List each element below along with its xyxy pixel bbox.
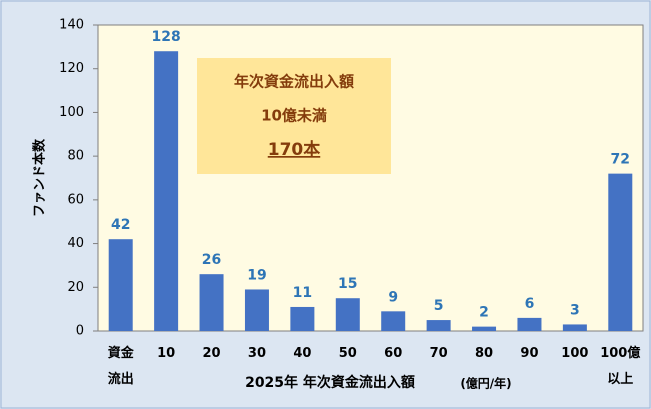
bar [290, 306, 315, 331]
x-axis-title: 2025年 年次資金流出入額 [245, 374, 415, 391]
y-tick-label: 80 [67, 149, 84, 164]
x-tick-label: 70 [429, 346, 448, 361]
x-tick-label: 80 [474, 346, 494, 361]
value-label: 11 [293, 285, 312, 301]
bar [244, 289, 269, 331]
y-tick-label: 100 [59, 105, 84, 120]
value-label: 3 [570, 302, 580, 318]
value-label: 26 [202, 252, 221, 268]
x-tick-label: 10 [157, 346, 176, 361]
y-tick-label: 40 [67, 236, 84, 251]
value-label: 19 [247, 267, 266, 283]
bar [562, 324, 587, 331]
value-label: 2 [479, 305, 489, 321]
x-tick-label: 40 [293, 346, 312, 361]
bar [199, 274, 224, 331]
x-tick-label: 100億 以上 [600, 346, 641, 387]
value-label: 5 [434, 298, 444, 314]
x-axis-unit: (億円/年) [460, 376, 511, 391]
y-axis-title: ファンド本数 [32, 138, 48, 217]
x-tick-label: 20 [202, 346, 221, 361]
x-tick-label: 50 [338, 346, 357, 361]
y-tick-label: 120 [59, 61, 84, 76]
x-tick-label: 60 [384, 346, 403, 361]
value-label: 6 [525, 296, 535, 312]
annotation-text: 年次資金流出入額 [234, 73, 354, 91]
bar [517, 317, 542, 331]
bar [608, 173, 633, 331]
value-label: 9 [388, 289, 398, 305]
bar [154, 51, 179, 331]
value-label: 15 [338, 276, 357, 292]
bar [472, 326, 497, 331]
value-label: 72 [611, 152, 630, 168]
y-tick-label: 20 [67, 280, 84, 295]
y-tick-label: 60 [67, 192, 84, 207]
bar [108, 239, 133, 331]
x-tick-label: 30 [247, 346, 266, 361]
bar [426, 320, 451, 331]
bar [381, 311, 406, 331]
x-tick-label: 90 [520, 346, 539, 361]
y-tick-label: 140 [59, 18, 84, 33]
value-label: 128 [152, 29, 181, 45]
bar [335, 298, 360, 331]
x-tick-label: 100 [561, 346, 589, 361]
annotation-text: 10億未満 [261, 107, 327, 125]
annotation-text: 170本 [268, 139, 321, 160]
annotation-box [197, 58, 391, 174]
value-label: 42 [111, 217, 130, 233]
x-tick-label: 資金 流出 [107, 346, 134, 387]
y-tick-label: 0 [76, 324, 84, 339]
